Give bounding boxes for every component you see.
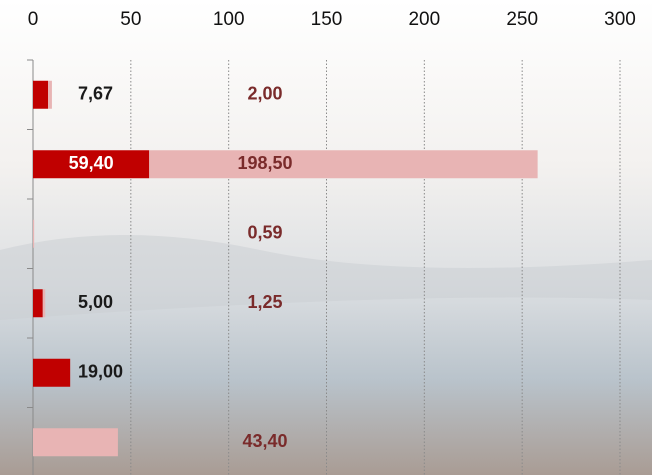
chart: 0 50 100 150 200 250 300 7,67 2,00 59,40 198,50 0,5…: [0, 0, 652, 475]
x-tick-label: 250: [506, 9, 538, 30]
bar: [33, 81, 48, 109]
x-tick-label: 50: [120, 9, 141, 30]
value-label: 1,25: [247, 292, 282, 312]
value-label: 7,67: [78, 84, 113, 104]
bar: [33, 289, 43, 317]
bar: [149, 150, 537, 178]
bar: [48, 81, 52, 109]
value-label: 19,00: [78, 362, 123, 382]
bar: [33, 359, 70, 387]
bar: [33, 428, 118, 456]
bar: [43, 289, 45, 317]
value-label: 0,59: [247, 223, 282, 243]
value-label: 5,00: [78, 292, 113, 312]
x-tick-label: 150: [311, 9, 343, 30]
bar: [33, 220, 34, 248]
x-tick-label: 200: [408, 9, 440, 30]
x-tick-label: 300: [604, 9, 636, 30]
x-tick-label: 100: [213, 9, 245, 30]
value-label: 198,50: [237, 153, 292, 173]
x-tick-label: 0: [28, 9, 39, 30]
value-label: 59,40: [69, 153, 114, 173]
value-label: 43,40: [242, 431, 287, 451]
value-label: 2,00: [247, 84, 282, 104]
